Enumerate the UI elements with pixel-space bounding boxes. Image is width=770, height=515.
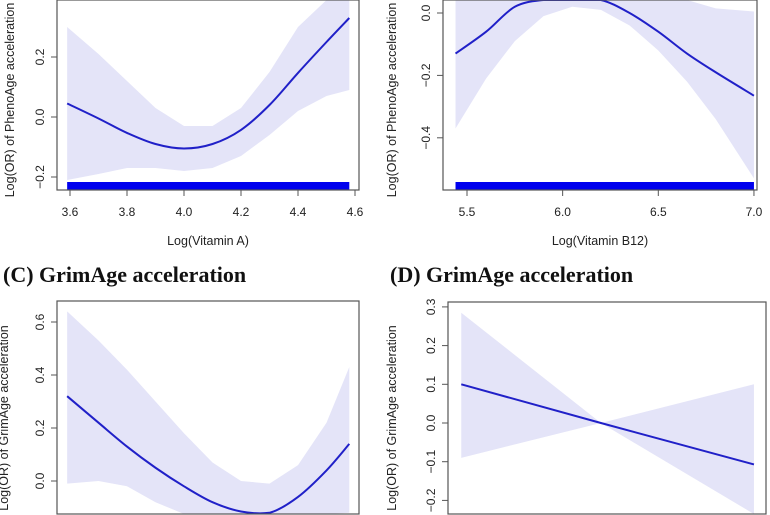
x-tick-label: 3.6 <box>62 205 79 219</box>
plot-frame <box>447 301 767 515</box>
y-axis-label: Log(OR) of GrimAge acceleration <box>385 325 399 511</box>
confidence-band <box>67 311 350 514</box>
confidence-band <box>67 0 350 180</box>
y-tick-label: 0.2 <box>424 337 438 354</box>
y-axis-label: Log(OR) of GrimAge acceleration <box>0 325 11 511</box>
y-tick-label: 0.4 <box>33 366 47 383</box>
panel-A: −0.2 0.0 0.2 3.6 3.8 4.0 4.2 4.4 4.6 Log(Vitamin … <box>3 0 364 248</box>
panel-title: (C) GrimAge acceleration <box>3 262 246 287</box>
y-tick-label: 0.1 <box>424 376 438 393</box>
y-tick-label: 0.0 <box>33 472 47 489</box>
panel-C: 0.0 0.2 0.4 0.6 Log(OR) of GrimAge accelerat… <box>0 262 360 515</box>
x-tick-label: 4.0 <box>176 205 193 219</box>
fit-line <box>460 383 755 466</box>
x-tick-label: 3.8 <box>119 205 136 219</box>
y-tick-label: 0.0 <box>33 108 47 125</box>
y-tick-label: −0.1 <box>424 450 438 474</box>
plot-frame <box>442 0 758 191</box>
y-axis-label: Log(OR) of PhenoAge acceleration <box>385 3 399 198</box>
fit-line <box>66 395 351 515</box>
y-tick-label: 0.6 <box>33 313 47 330</box>
plot-frame <box>56 0 360 191</box>
fit-line <box>454 0 755 97</box>
y-tick-label: 0.3 <box>424 298 438 315</box>
panel-D: −0.2 −0.1 0.0 0.1 0.2 0.3 Log(OR) of GrimAge a… <box>385 262 767 515</box>
y-tick-label: 0.2 <box>33 419 47 436</box>
x-tick-label: 5.5 <box>459 205 476 219</box>
x-tick-label: 4.6 <box>347 205 364 219</box>
y-axis-label: Log(OR) of PhenoAge acceleration <box>3 3 17 198</box>
x-tick-label: 4.2 <box>233 205 250 219</box>
y-tick-label: 0.0 <box>419 4 433 21</box>
x-tick-label: 6.0 <box>554 205 571 219</box>
panel-B: −0.4 −0.2 0.0 5.5 6.0 6.5 7.0 Log(Vitamin B12) L… <box>385 0 763 248</box>
x-tick-label: 6.5 <box>650 205 667 219</box>
y-tick-label: 0.2 <box>33 48 47 65</box>
rug-marks <box>455 182 754 190</box>
x-axis-label: Log(Vitamin B12) <box>552 234 648 248</box>
confidence-band <box>455 0 754 179</box>
rug-marks <box>67 182 350 190</box>
y-tick-label: −0.4 <box>419 126 433 150</box>
panel-title: (D) GrimAge acceleration <box>390 262 633 287</box>
x-tick-label: 7.0 <box>746 205 763 219</box>
y-tick-label: −0.2 <box>424 488 438 512</box>
fit-line <box>66 17 351 150</box>
y-tick-label: −0.2 <box>419 63 433 87</box>
y-tick-label: 0.0 <box>424 414 438 431</box>
x-tick-label: 4.4 <box>290 205 307 219</box>
confidence-band <box>461 312 754 514</box>
x-axis-label: Log(Vitamin A) <box>167 234 249 248</box>
plot-frame <box>56 300 360 515</box>
y-tick-label: −0.2 <box>33 165 47 189</box>
